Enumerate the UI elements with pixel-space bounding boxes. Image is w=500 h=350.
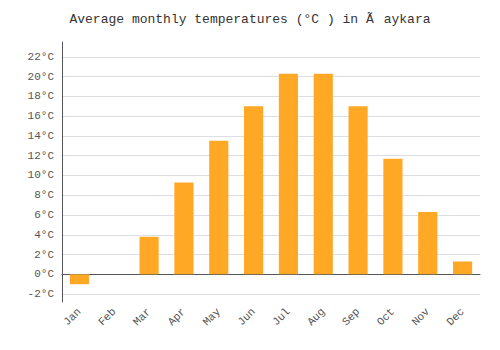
svg-text:Apr: Apr	[166, 306, 188, 328]
svg-text:12°C: 12°C	[28, 150, 55, 162]
svg-text:18°C: 18°C	[28, 90, 55, 102]
svg-text:Sep: Sep	[340, 306, 362, 328]
svg-text:-2°C: -2°C	[28, 288, 55, 300]
svg-text:20°C: 20°C	[28, 71, 55, 83]
svg-text:22°C: 22°C	[28, 51, 55, 63]
svg-text:8°C: 8°C	[34, 189, 54, 201]
svg-text:Oct: Oct	[375, 306, 397, 328]
svg-text:Feb: Feb	[96, 306, 118, 328]
svg-text:6°C: 6°C	[34, 209, 54, 221]
svg-text:Jul: Jul	[270, 306, 292, 328]
svg-text:2°C: 2°C	[34, 249, 54, 261]
svg-text:4°C: 4°C	[34, 229, 54, 241]
svg-text:0°C: 0°C	[34, 268, 54, 280]
svg-text:Aug: Aug	[305, 306, 327, 328]
svg-text:Jan: Jan	[61, 306, 83, 328]
svg-text:14°C: 14°C	[28, 130, 55, 142]
svg-text:Dec: Dec	[444, 306, 466, 328]
svg-text:10°C: 10°C	[28, 169, 55, 181]
svg-text:Mar: Mar	[131, 306, 153, 328]
svg-text:Jun: Jun	[235, 306, 257, 328]
svg-text:16°C: 16°C	[28, 110, 55, 122]
svg-text:May: May	[201, 305, 224, 328]
svg-text:Nov: Nov	[410, 305, 433, 328]
svg-text:Average monthly temperatures (: Average monthly temperatures (°C ) in Ã…	[69, 12, 430, 27]
